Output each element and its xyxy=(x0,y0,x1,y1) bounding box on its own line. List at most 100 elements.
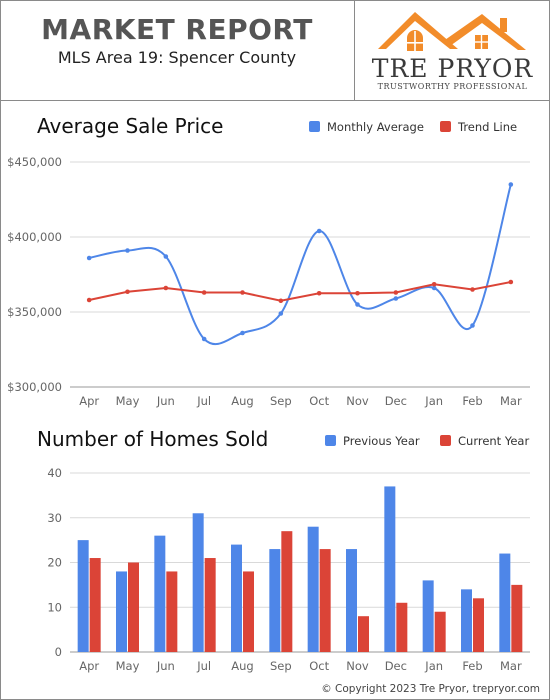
x-tick-label: May xyxy=(116,659,140,673)
bar xyxy=(473,598,484,652)
bar xyxy=(128,562,139,652)
y-tick-label: $300,000 xyxy=(7,380,62,394)
data-point xyxy=(393,296,399,301)
x-tick-label: Jun xyxy=(156,659,175,673)
data-point xyxy=(431,281,437,287)
x-tick-label: Jun xyxy=(156,394,175,408)
y-tick-label: $400,000 xyxy=(7,230,62,244)
data-point xyxy=(163,254,169,259)
report-header: MARKET REPORT MLS Area 19: Spencer Count… xyxy=(0,0,550,101)
data-point xyxy=(316,290,322,296)
x-tick-label: Nov xyxy=(346,659,369,673)
data-point xyxy=(470,287,475,292)
bar xyxy=(192,513,204,652)
bar xyxy=(319,549,331,652)
x-tick-label: Feb xyxy=(462,394,482,408)
data-point xyxy=(355,302,360,307)
data-point xyxy=(355,290,360,296)
legend-swatch xyxy=(325,435,336,446)
x-tick-label: Aug xyxy=(231,659,253,673)
bar xyxy=(231,544,242,652)
average-sale-price-chart: Average Sale Price Monthly Average Trend L… xyxy=(7,114,530,408)
x-tick-label: Mar xyxy=(500,659,522,673)
series-line xyxy=(88,281,512,302)
bar xyxy=(307,526,319,652)
legend-label: Current Year xyxy=(458,434,529,448)
x-tick-label: Apr xyxy=(79,394,99,408)
x-tick-label: Jul xyxy=(196,659,211,673)
series-line xyxy=(88,184,512,346)
x-tick-label: Feb xyxy=(462,659,482,673)
bar xyxy=(77,540,89,652)
report-subtitle: MLS Area 19: Spencer County xyxy=(57,48,297,67)
y-tick-label: 20 xyxy=(47,556,62,570)
data-point xyxy=(278,298,284,304)
data-point xyxy=(316,228,322,234)
x-tick-label: Jan xyxy=(424,394,443,408)
y-tick-label: $350,000 xyxy=(7,305,62,319)
legend-swatch xyxy=(309,121,320,132)
x-tick-label: Aug xyxy=(231,394,253,408)
bar xyxy=(269,549,281,652)
data-point xyxy=(86,255,92,261)
legend-swatch xyxy=(440,121,451,132)
bar xyxy=(89,558,101,652)
data-point xyxy=(240,330,245,336)
data-point xyxy=(431,285,437,291)
legend-label: Trend Line xyxy=(457,120,517,134)
legend-label: Previous Year xyxy=(343,434,420,448)
bar xyxy=(384,486,396,652)
chart-title: Average Sale Price xyxy=(37,114,223,138)
x-tick-label: Sep xyxy=(270,659,292,673)
legend-label: Monthly Average xyxy=(327,120,424,134)
x-tick-label: Nov xyxy=(346,394,369,408)
data-point xyxy=(86,297,92,303)
bar xyxy=(434,611,446,652)
chart-title: Number of Homes Sold xyxy=(37,427,268,451)
x-tick-label: May xyxy=(116,394,140,408)
data-point xyxy=(125,289,130,295)
data-point xyxy=(125,248,130,253)
bar xyxy=(499,553,511,652)
homes-sold-chart: Number of Homes Sold Previous Year Current… xyxy=(37,427,530,673)
x-tick-label: Oct xyxy=(309,659,329,673)
data-point xyxy=(508,182,514,187)
x-tick-label: Mar xyxy=(500,394,522,408)
data-point xyxy=(163,285,169,291)
x-tick-label: Sep xyxy=(270,394,292,408)
data-point xyxy=(508,279,514,285)
x-tick-label: Dec xyxy=(385,659,407,673)
x-tick-label: Jan xyxy=(424,659,443,673)
logo-house-icon xyxy=(378,12,526,51)
legend-swatch xyxy=(440,435,451,446)
y-tick-label: 10 xyxy=(47,600,62,614)
data-point xyxy=(470,323,475,328)
data-point xyxy=(201,290,207,295)
bar xyxy=(422,580,434,652)
report-title: MARKET REPORT xyxy=(41,13,313,46)
data-point xyxy=(278,311,284,316)
x-tick-label: Apr xyxy=(79,659,99,673)
x-tick-label: Dec xyxy=(385,394,407,408)
logo-tagline: TRUSTWORTHY PROFESSIONAL xyxy=(377,82,528,91)
bar xyxy=(511,584,523,652)
bar xyxy=(358,616,369,652)
bar xyxy=(204,558,216,652)
header-divider xyxy=(354,0,355,100)
y-tick-label: 40 xyxy=(47,466,62,480)
x-tick-label: Jul xyxy=(196,394,211,408)
y-tick-label: $450,000 xyxy=(7,155,62,169)
copyright-footer: © Copyright 2023 Tre Pryor, trepryor.com xyxy=(321,683,540,695)
y-tick-label: 0 xyxy=(55,645,62,659)
bar xyxy=(166,571,178,652)
bar xyxy=(243,571,254,652)
bar xyxy=(346,549,357,652)
bar xyxy=(154,535,166,652)
bar xyxy=(281,531,293,652)
data-point xyxy=(240,290,245,295)
bar xyxy=(116,571,127,652)
data-point xyxy=(393,290,399,295)
bar xyxy=(461,589,472,652)
y-tick-label: 30 xyxy=(47,511,62,525)
bar xyxy=(396,602,408,652)
